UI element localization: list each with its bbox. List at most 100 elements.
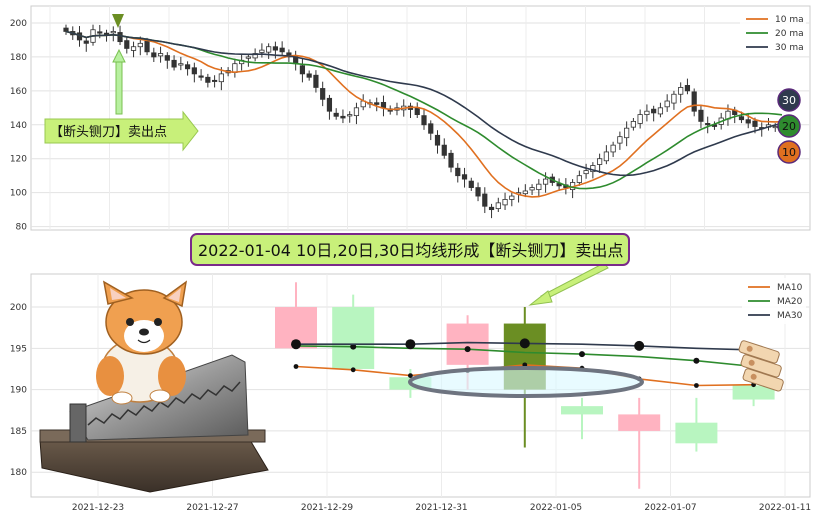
- overview-candle-body: [624, 127, 630, 139]
- zoom-annotation: 2022-01-04 10日,20日,30日均线形成【断头铡刀】卖出点: [190, 233, 630, 266]
- zoom-x-tick-label: 2021-12-29: [301, 503, 354, 513]
- overview-y-ticks: 80 100 120 140 160 180 200: [10, 19, 27, 233]
- overview-ma-marker: [777, 114, 801, 138]
- overview-candle-body: [671, 93, 677, 104]
- overview-candle-body: [144, 40, 150, 53]
- overview-candle-body: [522, 190, 528, 195]
- overview-candle-body: [380, 101, 387, 109]
- overview-ma-marker: [777, 140, 801, 164]
- overview-candle-body: [590, 165, 596, 173]
- overview-candle-body: [124, 40, 130, 49]
- overview-candle-body: [455, 167, 461, 177]
- overview-candle-body: [691, 91, 697, 112]
- zoom-legend-label: MA30: [777, 311, 803, 321]
- overview-candle-body: [212, 79, 218, 82]
- overview-legend-label: 10 ma: [775, 15, 804, 25]
- zoom-legend: MA10 MA20 MA30: [742, 278, 806, 324]
- overview-candle-body: [306, 73, 312, 78]
- overview-candle-body: [475, 187, 481, 197]
- overview-candle-body: [441, 144, 447, 156]
- zoom-candle-body: [675, 422, 718, 444]
- overview-candle-body: [705, 123, 711, 126]
- overview-y-tick-label: 200: [10, 19, 27, 29]
- overview-candle-body: [198, 75, 204, 78]
- zoom-ma30-point: [405, 339, 416, 350]
- zoom-pointer-head: [528, 290, 553, 306]
- overview-legend-label: 20 ma: [775, 29, 804, 39]
- overview-candle-body: [299, 65, 306, 75]
- dog-eye-right: [154, 318, 162, 326]
- overview-candle-body: [448, 152, 454, 168]
- zoom-candle-body: [446, 323, 489, 365]
- overview-candle-body: [529, 187, 535, 191]
- overview-candle-body: [320, 88, 326, 100]
- overview-y-tick-label: 180: [10, 53, 27, 63]
- overview-candle-body: [482, 193, 488, 207]
- overview-candle-body: [178, 63, 184, 66]
- overview-candle-body: [164, 55, 170, 61]
- overview-annotation-label: 【断头铡刀】卖出点: [50, 125, 167, 140]
- overview-candle-body: [542, 178, 549, 185]
- overview-candle-body: [468, 180, 474, 188]
- overview-ma-30-line: [65, 30, 783, 177]
- overview-candle-body: [110, 31, 116, 34]
- zoom-ma20-line: [295, 345, 754, 368]
- zoom-y-ticks: 180 185 190 195 200: [10, 303, 27, 478]
- zoom-ma30-point: [291, 339, 301, 350]
- zoom-candle-body: [561, 406, 603, 415]
- overview-candle-body: [752, 120, 758, 127]
- overview-candle-body: [502, 199, 508, 206]
- overview-candle-body: [772, 126, 778, 129]
- overview-ma-10-line: [65, 30, 783, 198]
- overview-candle-body: [117, 32, 123, 43]
- overview-y-tick-label: 100: [10, 189, 27, 199]
- overview-marker-arrow: [112, 48, 126, 63]
- overview-candle-body: [279, 47, 285, 53]
- overview-annotation: 【断头铡刀】卖出点: [44, 110, 199, 152]
- overview-ma-marker-label: 10: [782, 146, 796, 159]
- overview-candle-body: [461, 174, 468, 180]
- overview-legend: 10 ma 20 ma 30 ma: [740, 10, 806, 56]
- zoom-y-tick-label: 185: [10, 427, 27, 437]
- zoom-x-tick-label: 2022-01-05: [530, 503, 582, 513]
- overview-moving-averages: [65, 30, 783, 198]
- overview-legend-label: 30 ma: [775, 43, 804, 53]
- overview-candle-body: [272, 46, 278, 51]
- overview-annotation-arrow: [44, 110, 199, 152]
- overview-candle-body: [657, 107, 664, 115]
- dog-eye-left: [126, 318, 134, 326]
- zoom-ma30-point: [634, 340, 645, 351]
- overview-candle-body: [97, 31, 103, 34]
- overview-candle-body: [421, 115, 427, 126]
- zoom-ma20-point: [579, 351, 585, 358]
- overview-candles: [63, 24, 785, 219]
- overview-candle-body: [191, 67, 197, 75]
- zoom-ma20-point: [350, 343, 357, 350]
- overview-candle-body: [698, 109, 704, 122]
- cross-highlight-ellipse: [408, 366, 644, 398]
- overview-candle-body: [63, 27, 69, 32]
- overview-y-tick-label: 80: [16, 223, 28, 233]
- overview-candle-body: [353, 107, 360, 117]
- overview-candle-body: [509, 195, 515, 200]
- overview-candle-body: [184, 64, 191, 70]
- cash-stack-icon: [738, 340, 784, 392]
- overview-candle-body: [205, 76, 211, 83]
- overview-candle-body: [259, 49, 265, 53]
- zoom-pointer-arrow: [528, 262, 609, 306]
- guillotine-handle: [69, 403, 87, 443]
- overview-candle-body: [218, 73, 224, 83]
- zoom-ma20-point: [464, 346, 471, 353]
- zoom-x-ticks: 2021-12-23 2021-12-27 2021-12-29 2021-12-31…: [72, 503, 811, 513]
- overview-candle-body: [414, 107, 420, 116]
- zoom-x-tick-label: 2022-01-07: [644, 503, 696, 513]
- overview-y-tick-label: 140: [10, 121, 27, 131]
- zoom-y-tick-label: 195: [10, 344, 27, 354]
- guillotine-dog-illustration: [39, 280, 269, 493]
- zoom-annotation-label: 2022-01-04 10日,20日,30日均线形成【断头铡刀】卖出点: [198, 241, 623, 260]
- zoom-x-tick-label: 2021-12-27: [186, 503, 238, 513]
- overview-candle-body: [326, 97, 333, 112]
- overview-y-tick-label: 160: [10, 87, 27, 97]
- overview-candle-body: [664, 100, 670, 108]
- overview-candle-body: [340, 115, 346, 119]
